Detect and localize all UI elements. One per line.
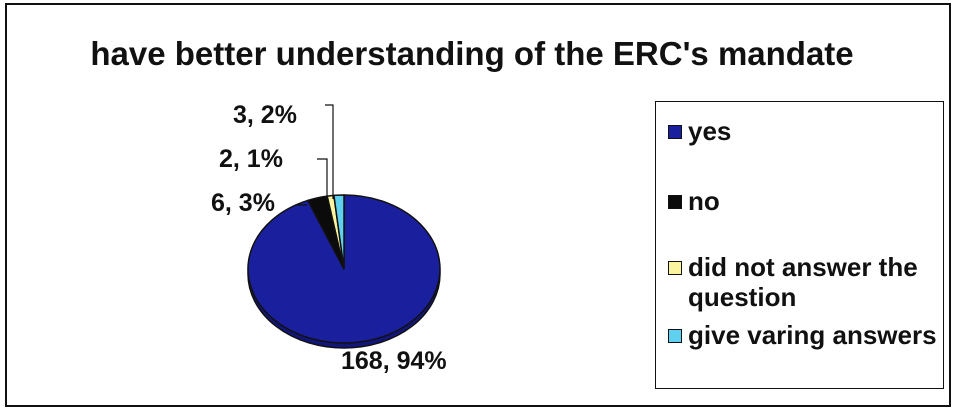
legend-item-did-not-answer: did not answer the question	[668, 252, 938, 312]
leader-line-give-varing-answers	[325, 104, 334, 199]
legend-label-yes: yes	[688, 116, 732, 146]
data-label-did-not-answer-the-question: 2, 1%	[219, 145, 283, 173]
legend-swatch-give-varing-answers	[668, 329, 682, 343]
data-label-yes: 168, 94%	[341, 347, 447, 375]
leader-line-did-not-answer-the-question	[317, 158, 328, 201]
legend-swatch-did-not-answer	[668, 261, 682, 275]
chart-frame: have better understanding of the ERC's m…	[5, 3, 951, 407]
data-label-no: 6, 3%	[211, 189, 275, 217]
legend-label-no: no	[688, 186, 720, 216]
legend-label-did-not-answer: did not answer the question	[688, 252, 918, 312]
chart-title: have better understanding of the ERC's m…	[90, 35, 854, 72]
legend-swatch-no	[668, 195, 682, 209]
legend-item-no: no	[668, 186, 938, 216]
legend-label-give-varing-answers: give varing answers	[688, 320, 937, 350]
data-label-give-varing-answers: 3, 2%	[233, 101, 297, 129]
pie-chart: 168, 94% 6, 3% 2, 1% 3, 2%	[211, 101, 447, 375]
legend: yes no did not answer the question give …	[655, 101, 944, 389]
legend-swatch-yes	[668, 125, 682, 139]
legend-item-give-varing-answers: give varing answers	[668, 320, 938, 350]
pie-slice-give-varing-answers	[333, 194, 345, 270]
legend-item-yes: yes	[668, 116, 938, 146]
